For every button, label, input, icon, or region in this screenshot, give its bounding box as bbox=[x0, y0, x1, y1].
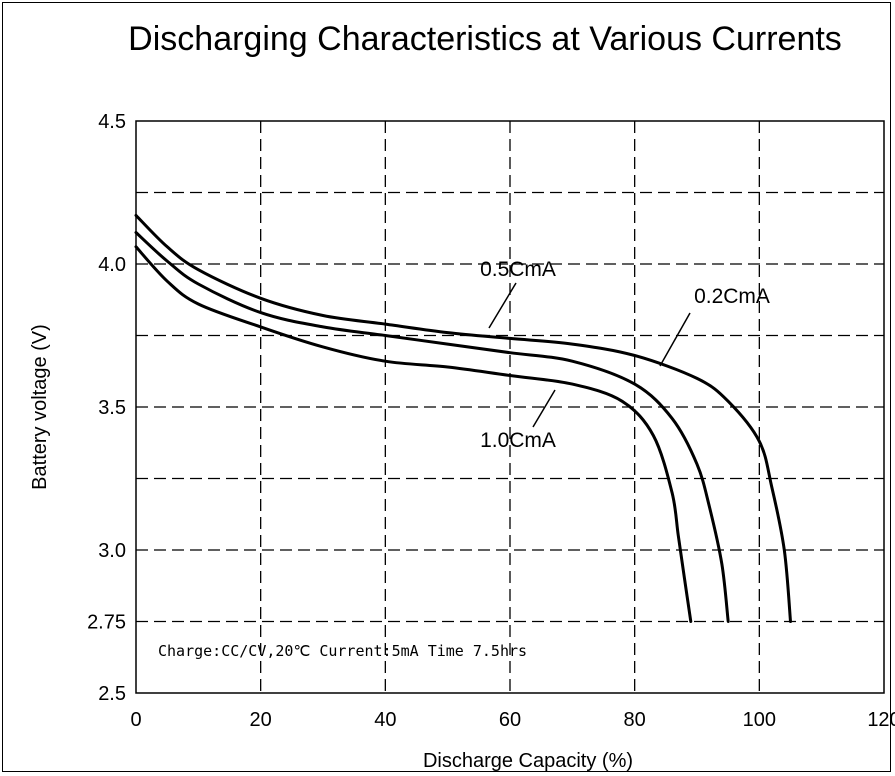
tick-labels: 0 20 40 60 80 100 120 2.5 2.75 3.0 3.5 4.0 4.5 bbox=[87, 111, 895, 731]
x-axis-label: Discharge Capacity (%) bbox=[423, 750, 633, 772]
plot-area bbox=[135, 120, 885, 694]
series-label-0.5CmA: 0.5CmA bbox=[480, 258, 556, 281]
leader-line-1.0CmA bbox=[532, 389, 556, 428]
series-line-0.2CmA bbox=[134, 213, 792, 623]
series-label-1.0CmA: 1.0CmA bbox=[480, 429, 556, 452]
x-tick-label: 120 bbox=[867, 709, 895, 731]
leader-line-0.5CmA bbox=[488, 282, 517, 329]
y-tick-label: 4.5 bbox=[98, 111, 126, 133]
y-tick-label: 2.75 bbox=[87, 612, 126, 634]
chart-title: Discharging Characteristics at Various C… bbox=[128, 20, 842, 58]
series-layer bbox=[134, 213, 792, 623]
series-label-0.2CmA: 0.2CmA bbox=[694, 285, 770, 308]
grid-layer bbox=[136, 121, 884, 693]
series-line-0.5CmA bbox=[134, 231, 730, 623]
x-tick-label: 80 bbox=[624, 709, 646, 731]
x-tick-label: 40 bbox=[374, 709, 396, 731]
x-tick-label: 0 bbox=[130, 709, 141, 731]
y-axis-label: Battery voltage (V) bbox=[29, 324, 51, 490]
y-tick-label: 3.5 bbox=[98, 397, 126, 419]
x-tick-label: 60 bbox=[499, 709, 521, 731]
x-tick-label: 100 bbox=[743, 709, 776, 731]
y-tick-label: 4.0 bbox=[98, 254, 126, 276]
x-tick-label: 20 bbox=[250, 709, 272, 731]
series-line-1.0CmA bbox=[134, 245, 693, 623]
y-tick-label: 2.5 bbox=[98, 683, 126, 705]
leader-line-0.2CmA bbox=[659, 312, 691, 367]
chart-annotation: Charge:CC/CV,20℃ Current:5mA Time 7.5hrs bbox=[158, 642, 527, 660]
y-tick-label: 3.0 bbox=[98, 540, 126, 562]
